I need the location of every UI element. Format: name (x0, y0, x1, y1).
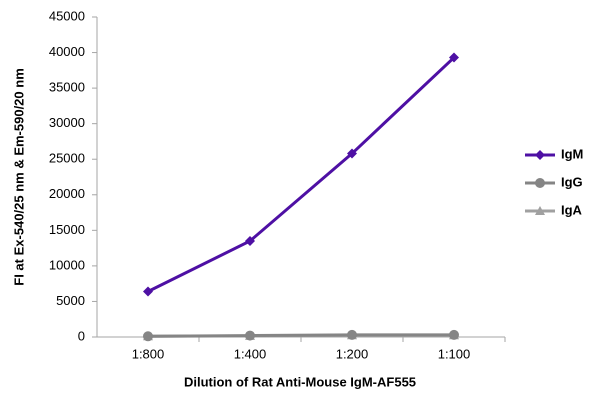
y-tick-label: 40000 (49, 44, 85, 59)
legend-marker (535, 206, 545, 215)
data-point (143, 286, 153, 297)
y-tick-label: 15000 (49, 222, 85, 237)
y-tick-label: 30000 (49, 115, 85, 130)
x-tick-label: 1:100 (438, 346, 471, 361)
data-point (143, 331, 153, 342)
data-point (245, 330, 255, 341)
y-tick-label: 0 (78, 328, 85, 343)
x-tick-label: 1:400 (234, 346, 267, 361)
data-point (347, 148, 357, 159)
y-axis-title: FI at Ex-540/25 nm & Em-590/20 nm (11, 68, 26, 285)
series-line (147, 333, 454, 338)
x-tick-label: 1:200 (336, 346, 369, 361)
data-point (449, 329, 459, 340)
x-tick-label: 1:800 (132, 346, 165, 361)
x-axis-title: Dilution of Rat Anti-Mouse IgM-AF555 (184, 374, 416, 389)
legend-marker (535, 150, 545, 160)
data-point (347, 329, 357, 340)
legend-label: IgG (561, 174, 583, 189)
legend-marker (535, 178, 545, 188)
y-tick-label: 10000 (49, 257, 85, 272)
series-line (147, 56, 456, 293)
y-tick-label: 25000 (49, 151, 85, 166)
y-tick-label: 20000 (49, 186, 85, 201)
legend-label: IgA (561, 202, 583, 217)
legend-label: IgM (561, 146, 583, 161)
data-point (245, 236, 255, 246)
y-tick-label: 45000 (49, 8, 85, 23)
data-point (449, 52, 459, 63)
y-tick-label: 5000 (56, 293, 85, 308)
y-tick-label: 35000 (49, 80, 85, 95)
